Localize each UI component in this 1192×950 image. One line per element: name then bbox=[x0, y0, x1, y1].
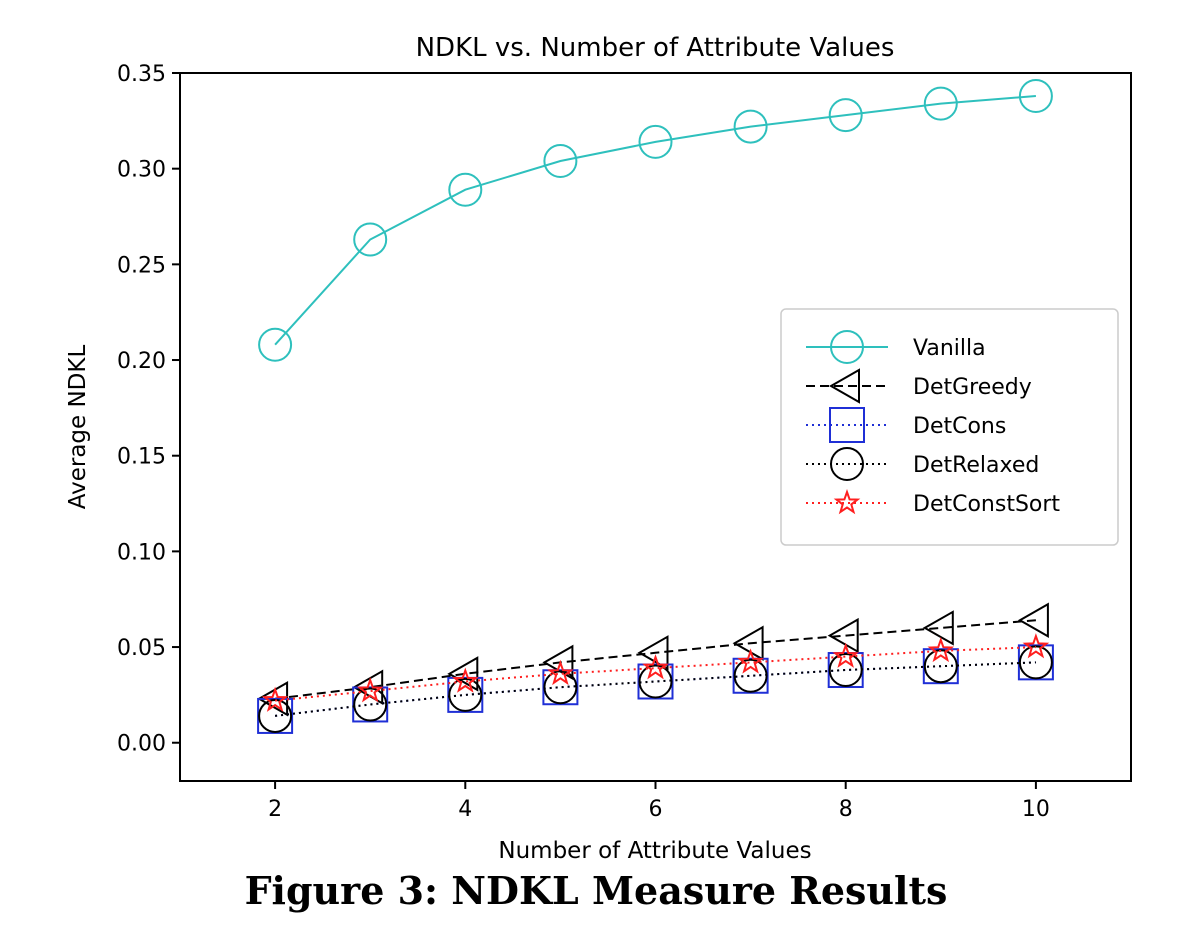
data-point-vanilla bbox=[923, 86, 958, 121]
data-point-vanilla bbox=[638, 124, 673, 159]
y-tick-label: 0.20 bbox=[117, 349, 166, 374]
series-vanilla bbox=[258, 78, 1053, 362]
data-point-vanilla bbox=[733, 109, 768, 144]
data-point-detconstsort bbox=[737, 648, 764, 674]
y-tick-label: 0.10 bbox=[117, 540, 166, 565]
data-point-detconstsort bbox=[261, 686, 289, 712]
legend-entry-detgreedy: DetGreedy bbox=[806, 368, 1032, 404]
data-point-vanilla bbox=[1018, 78, 1053, 113]
series-detrelaxed bbox=[258, 645, 1053, 733]
legend-swatch-marker bbox=[828, 368, 860, 404]
data-point-detconstsort bbox=[927, 636, 955, 663]
data-point-detconstsort bbox=[642, 654, 669, 680]
x-axis: 2 4 6 8 10 bbox=[268, 781, 1050, 822]
data-point-vanilla bbox=[543, 144, 578, 179]
ndkl-line-chart: NDKL vs. Number of Attribute Values 0.00… bbox=[65, 33, 1132, 864]
legend-swatch-marker bbox=[830, 330, 864, 364]
data-point-vanilla bbox=[353, 222, 388, 257]
plot-area bbox=[257, 78, 1054, 734]
data-point-vanilla bbox=[828, 98, 863, 133]
y-axis: 0.00 0.05 0.10 0.15 0.20 0.25 0.30 0.35 bbox=[117, 62, 180, 757]
x-tick-label: 2 bbox=[268, 797, 282, 822]
legend-label: DetRelaxed bbox=[913, 453, 1039, 478]
figure-caption: Figure 3: NDKL Measure Results bbox=[244, 868, 948, 913]
series-line-detconstsort bbox=[275, 646, 1036, 702]
legend-entry-detrelaxed: DetRelaxed bbox=[806, 447, 1039, 481]
data-point-detgreedy bbox=[732, 625, 764, 661]
data-point-detconstsort bbox=[1022, 633, 1050, 659]
data-point-detgreedy bbox=[1017, 602, 1049, 638]
legend-label: DetCons bbox=[913, 414, 1006, 439]
series-line-detgreedy bbox=[274, 619, 1036, 700]
y-tick-label: 0.05 bbox=[117, 636, 166, 661]
series-detconstsort bbox=[261, 633, 1050, 712]
x-tick-label: 8 bbox=[839, 797, 853, 822]
legend-entry-vanilla: Vanilla bbox=[806, 330, 986, 364]
legend: Vanilla DetGreedy DetCons DetRelaxed DetCons… bbox=[780, 308, 1119, 546]
x-tick-label: 10 bbox=[1022, 797, 1050, 822]
series-line-vanilla bbox=[274, 95, 1036, 346]
data-point-detgreedy bbox=[922, 610, 954, 646]
data-point-detrelaxed bbox=[733, 658, 768, 693]
legend-swatch-marker bbox=[833, 488, 861, 515]
y-tick-label: 0.15 bbox=[117, 445, 166, 470]
data-point-detrelaxed bbox=[638, 664, 673, 699]
data-point-vanilla bbox=[448, 172, 483, 207]
y-tick-label: 0.30 bbox=[117, 158, 166, 183]
x-tick-label: 4 bbox=[458, 797, 472, 822]
data-point-vanilla bbox=[258, 327, 293, 362]
legend-entry-detcons: DetCons bbox=[806, 407, 1006, 443]
data-point-detconstsort bbox=[832, 642, 860, 668]
y-tick-label: 0.00 bbox=[117, 732, 166, 757]
y-tick-label: 0.25 bbox=[117, 253, 166, 278]
x-tick-label: 6 bbox=[649, 797, 663, 822]
y-axis-label: Average NDKL bbox=[65, 345, 91, 510]
data-point-detrelaxed bbox=[353, 687, 388, 722]
legend-label: Vanilla bbox=[913, 336, 986, 361]
legend-label: DetGreedy bbox=[913, 375, 1032, 400]
data-point-detrelaxed bbox=[543, 670, 578, 705]
legend-entry-detconstsort: DetConstSort bbox=[806, 488, 1060, 517]
y-tick-label: 0.35 bbox=[117, 62, 166, 87]
series-detgreedy bbox=[257, 602, 1049, 717]
legend-label: DetConstSort bbox=[913, 492, 1060, 517]
data-point-detconstsort bbox=[451, 667, 479, 693]
data-point-detgreedy bbox=[827, 617, 859, 654]
data-point-detgreedy bbox=[447, 656, 479, 692]
data-point-detconstsort bbox=[356, 677, 384, 703]
legend-box bbox=[780, 308, 1119, 546]
data-point-detconstsort bbox=[547, 659, 574, 686]
data-point-detrelaxed bbox=[828, 653, 863, 688]
x-axis-label: Number of Attribute Values bbox=[498, 838, 811, 864]
chart-title: NDKL vs. Number of Attribute Values bbox=[416, 33, 895, 63]
legend-swatch-marker bbox=[830, 447, 864, 481]
legend-swatch-marker bbox=[829, 407, 865, 443]
data-point-detrelaxed bbox=[448, 677, 483, 712]
series-line-detrelaxed bbox=[274, 661, 1036, 717]
data-point-detrelaxed bbox=[1018, 645, 1053, 680]
